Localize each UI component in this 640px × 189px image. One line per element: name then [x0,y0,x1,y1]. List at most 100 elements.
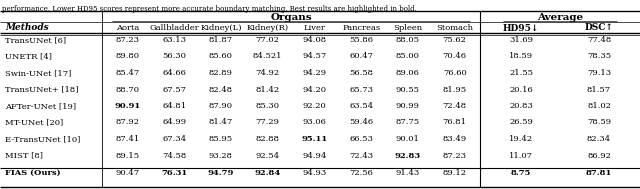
Text: 92.83: 92.83 [395,152,421,160]
Text: MIST [8]: MIST [8] [5,152,43,160]
Text: 79.13: 79.13 [587,69,611,77]
Text: 82.89: 82.89 [209,69,233,77]
Text: 67.57: 67.57 [162,85,186,94]
Text: DSC↑: DSC↑ [584,23,613,33]
Text: Kidney(L): Kidney(L) [200,23,242,32]
Text: 55.86: 55.86 [349,36,373,44]
Text: 82.88: 82.88 [255,135,280,143]
Text: 92.54: 92.54 [255,152,280,160]
Text: 21.55: 21.55 [509,69,533,77]
Text: 64.66: 64.66 [162,69,186,77]
Text: 18.59: 18.59 [509,53,533,60]
Text: 85.30: 85.30 [255,102,280,110]
Text: 93.06: 93.06 [303,119,326,126]
Text: 56.30: 56.30 [162,53,186,60]
Text: Average: Average [537,12,583,22]
Text: 63.54: 63.54 [349,102,373,110]
Text: Organs: Organs [270,12,312,22]
Text: 85.00: 85.00 [396,53,420,60]
Text: 94.20: 94.20 [302,85,326,94]
Text: 85.47: 85.47 [115,69,140,77]
Text: 81.57: 81.57 [587,85,611,94]
Text: 76.31: 76.31 [161,169,188,177]
Text: 31.69: 31.69 [509,36,533,44]
Text: 81.42: 81.42 [255,85,280,94]
Text: 74.58: 74.58 [162,152,186,160]
Text: 94.93: 94.93 [302,169,326,177]
Text: 84.521: 84.521 [253,53,282,60]
Text: 76.81: 76.81 [443,119,467,126]
Text: 90.55: 90.55 [396,85,420,94]
Text: 20.16: 20.16 [509,85,533,94]
Text: 89.06: 89.06 [396,69,420,77]
Text: 87.75: 87.75 [396,119,420,126]
Text: Swin-UNet [17]: Swin-UNet [17] [5,69,72,77]
Text: 72.48: 72.48 [443,102,467,110]
Text: HD95↓: HD95↓ [503,23,539,33]
Text: 81.87: 81.87 [209,36,233,44]
Text: 65.73: 65.73 [349,85,373,94]
Text: 72.56: 72.56 [349,169,373,177]
Text: TransUNet+ [18]: TransUNet+ [18] [5,85,79,94]
Text: 59.46: 59.46 [349,119,373,126]
Text: 95.11: 95.11 [301,135,328,143]
Text: 87.41: 87.41 [115,135,140,143]
Text: UNETR [4]: UNETR [4] [5,53,52,60]
Text: 93.28: 93.28 [209,152,233,160]
Text: 70.46: 70.46 [443,53,467,60]
Text: 78.35: 78.35 [587,53,611,60]
Text: 20.83: 20.83 [509,102,533,110]
Text: FIAS (Ours): FIAS (Ours) [5,169,61,177]
Text: performance. Lower HD95 scores represent more accurate boundary matching. Best r: performance. Lower HD95 scores represent… [2,5,417,13]
Text: 87.81: 87.81 [586,169,612,177]
Text: 90.99: 90.99 [396,102,420,110]
Text: 64.99: 64.99 [162,119,186,126]
Text: 85.60: 85.60 [209,53,233,60]
Text: 86.92: 86.92 [587,152,611,160]
Text: Methods: Methods [5,23,49,33]
Text: 67.34: 67.34 [162,135,186,143]
Text: 66.53: 66.53 [349,135,373,143]
Text: Pancreas: Pancreas [342,23,380,32]
Text: 90.47: 90.47 [115,169,140,177]
Text: 94.08: 94.08 [302,36,326,44]
Text: 87.23: 87.23 [443,152,467,160]
Text: Gallbladder: Gallbladder [149,23,199,32]
Text: 89.15: 89.15 [115,152,140,160]
Text: 74.92: 74.92 [255,69,280,77]
Text: 90.91: 90.91 [115,102,141,110]
Text: 56.58: 56.58 [349,69,373,77]
Text: E-TransUNet [10]: E-TransUNet [10] [5,135,81,143]
Text: 88.70: 88.70 [115,85,140,94]
Text: 87.23: 87.23 [115,36,140,44]
Text: AFTer-UNet [19]: AFTer-UNet [19] [5,102,76,110]
Text: 89.12: 89.12 [443,169,467,177]
Text: 94.94: 94.94 [302,152,326,160]
Text: Kidney(R): Kidney(R) [246,23,289,32]
Text: 78.59: 78.59 [587,119,611,126]
Text: 81.95: 81.95 [443,85,467,94]
Text: 72.43: 72.43 [349,152,373,160]
Text: 76.60: 76.60 [443,69,467,77]
Text: 94.29: 94.29 [302,69,326,77]
Text: 82.34: 82.34 [587,135,611,143]
Text: 63.13: 63.13 [162,36,186,44]
Text: 26.59: 26.59 [509,119,533,126]
Text: 91.43: 91.43 [396,169,420,177]
Text: 83.49: 83.49 [442,135,467,143]
Text: 88.05: 88.05 [396,36,420,44]
Text: 94.57: 94.57 [302,53,326,60]
Text: Liver: Liver [303,23,325,32]
Text: 87.92: 87.92 [115,119,140,126]
Text: 77.02: 77.02 [256,36,280,44]
Text: 8.75: 8.75 [511,169,531,177]
Text: 85.95: 85.95 [209,135,233,143]
Text: 94.79: 94.79 [208,169,234,177]
Text: 64.81: 64.81 [162,102,186,110]
Text: Stomach: Stomach [436,23,473,32]
Text: MT-UNet [20]: MT-UNet [20] [5,119,63,126]
Text: 81.02: 81.02 [587,102,611,110]
Text: 87.90: 87.90 [209,102,233,110]
Text: 19.42: 19.42 [509,135,533,143]
Text: Aorta: Aorta [116,23,139,32]
